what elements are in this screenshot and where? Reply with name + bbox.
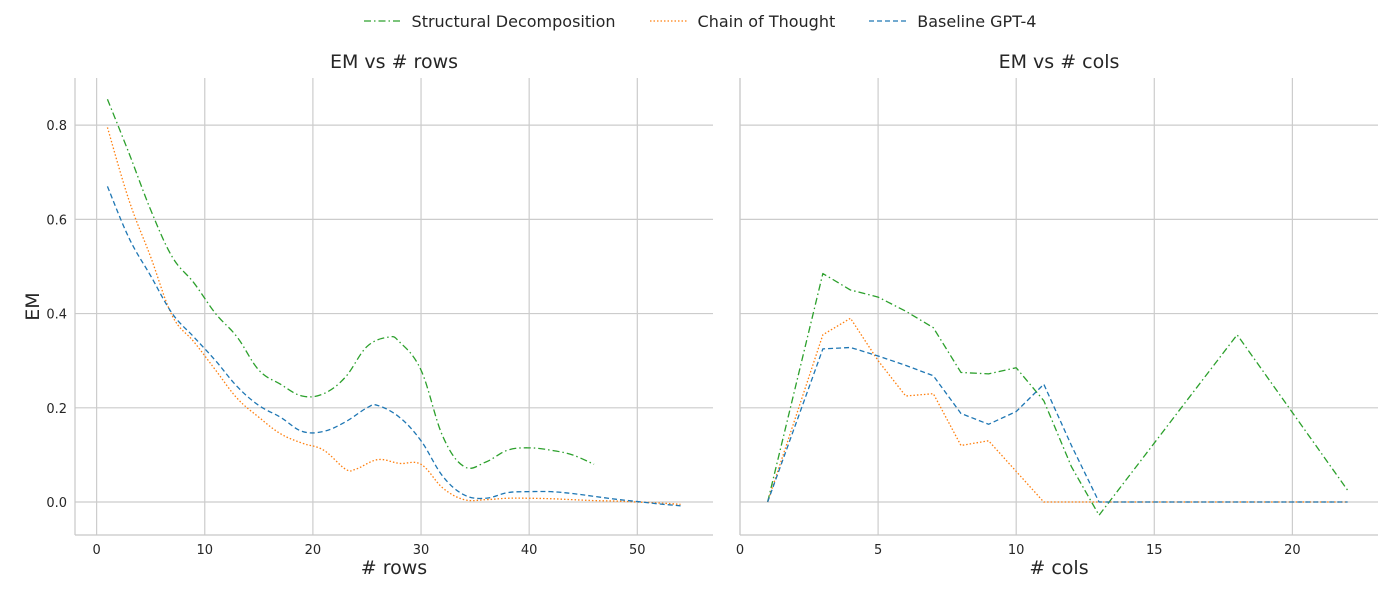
y-tick-label: 0.4 <box>46 308 67 323</box>
x-tick-label: 15 <box>1146 543 1163 558</box>
y-axis-label: EM <box>22 292 44 320</box>
legend-swatch-baseline-gpt-4 <box>869 20 908 22</box>
x-tick-label: 20 <box>1284 543 1301 558</box>
legend-label-chain-of-thought: Chain of Thought <box>697 11 836 31</box>
series-line-baseline-gpt-4 <box>767 346 1348 503</box>
subplot-title: EM vs # cols <box>999 51 1120 73</box>
x-tick-label: 40 <box>521 543 538 558</box>
legend-item-structural-decomposition: Structural Decomposition <box>363 8 616 34</box>
legend-label-structural-decomposition: Structural Decomposition <box>411 11 616 31</box>
x-tick-label: 20 <box>305 543 322 558</box>
legend-swatch-chain-of-thought <box>649 20 688 22</box>
x-tick-label: 0 <box>736 543 744 558</box>
legend: Structural Decomposition Chain of Though… <box>0 8 1400 34</box>
x-tick-label: 10 <box>196 543 213 558</box>
x-tick-label: 30 <box>413 543 430 558</box>
y-tick-label: 0.8 <box>46 119 67 134</box>
legend-item-chain-of-thought: Chain of Thought <box>649 8 836 34</box>
legend-item-baseline-gpt-4: Baseline GPT-4 <box>869 8 1036 34</box>
subplot-title: EM vs # rows <box>330 51 458 73</box>
subplot-em-vs-rows: 0 10 20 30 40 50 0.0 0.2 0.4 0.6 0.8 EM vs # rows # … <box>22 51 713 579</box>
series-line-chain-of-thought <box>106 127 681 506</box>
x-tick-label: 5 <box>874 543 882 558</box>
legend-label-baseline-gpt-4: Baseline GPT-4 <box>917 11 1037 31</box>
x-tick-label: 50 <box>629 543 646 558</box>
x-tick-label: 0 <box>92 543 100 558</box>
x-axis-label: # cols <box>1029 557 1088 579</box>
series-line-structural-decomposition <box>106 98 595 469</box>
y-tick-label: 0.2 <box>46 402 67 417</box>
series-line-chain-of-thought <box>767 317 1348 503</box>
y-tick-label: 0.0 <box>46 496 67 511</box>
x-axis-label: # rows <box>361 557 427 579</box>
series-line-baseline-gpt-4 <box>106 186 681 507</box>
y-tick-label: 0.6 <box>46 213 67 228</box>
x-tick-label: 10 <box>1008 543 1025 558</box>
subplot-em-vs-cols: 0 5 10 15 20 EM vs # cols # cols <box>736 51 1378 579</box>
series-line-structural-decomposition <box>766 272 1349 516</box>
legend-swatch-structural-decomposition <box>363 20 402 22</box>
